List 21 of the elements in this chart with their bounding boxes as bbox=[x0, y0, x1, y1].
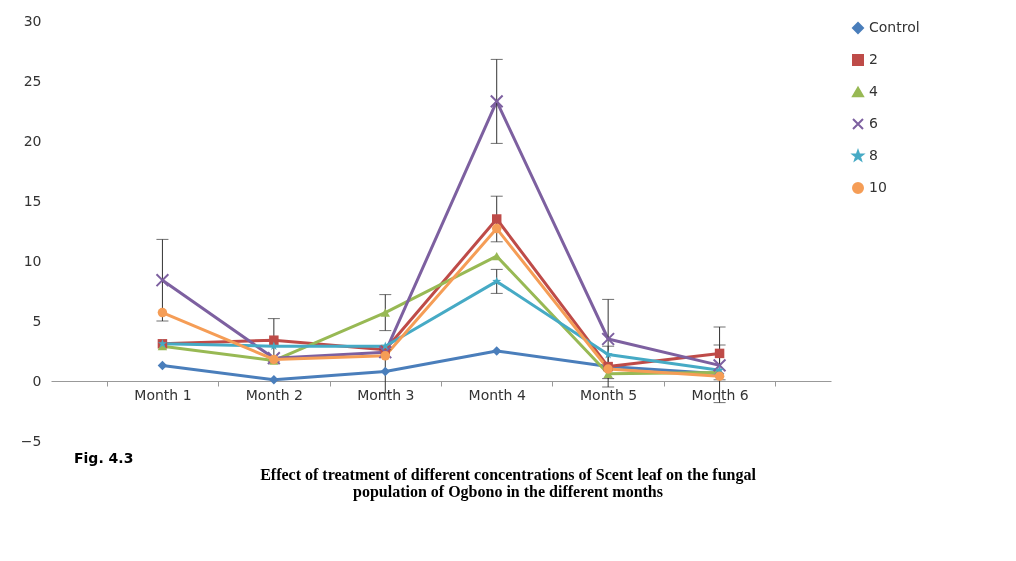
legend-label: 10 bbox=[869, 179, 887, 195]
legend-label: 4 bbox=[869, 83, 878, 99]
y-tick-label: −5 bbox=[20, 432, 42, 449]
text: Effect of treatment of different concentrations of Scent leaf on the fungal population of Ogbono in the different months bbox=[259, 466, 757, 500]
caption: Fig. 4.3 bbox=[74, 450, 135, 466]
y-tick-label: 15 bbox=[23, 192, 42, 209]
y-tick-label: 5 bbox=[32, 312, 42, 329]
legend-label: 8 bbox=[869, 147, 878, 163]
y-tick-label: 25 bbox=[23, 72, 42, 89]
y-tick-label: 0 bbox=[32, 372, 42, 389]
x-tick-label: Month 4 bbox=[468, 386, 526, 403]
legend-label: 6 bbox=[869, 115, 878, 131]
y-tick-label: 10 bbox=[23, 252, 42, 269]
x-tick-label: Month 2 bbox=[245, 386, 303, 403]
legend-label: 2 bbox=[869, 51, 878, 67]
y-tick-label: 20 bbox=[23, 132, 42, 149]
x-tick-label: Month 5 bbox=[580, 386, 638, 403]
x-tick-label: Month 3 bbox=[357, 386, 415, 403]
legend-label: Control bbox=[869, 19, 920, 35]
x-tick-label: Month 1 bbox=[134, 386, 192, 403]
y-tick-label: 30 bbox=[23, 12, 42, 29]
